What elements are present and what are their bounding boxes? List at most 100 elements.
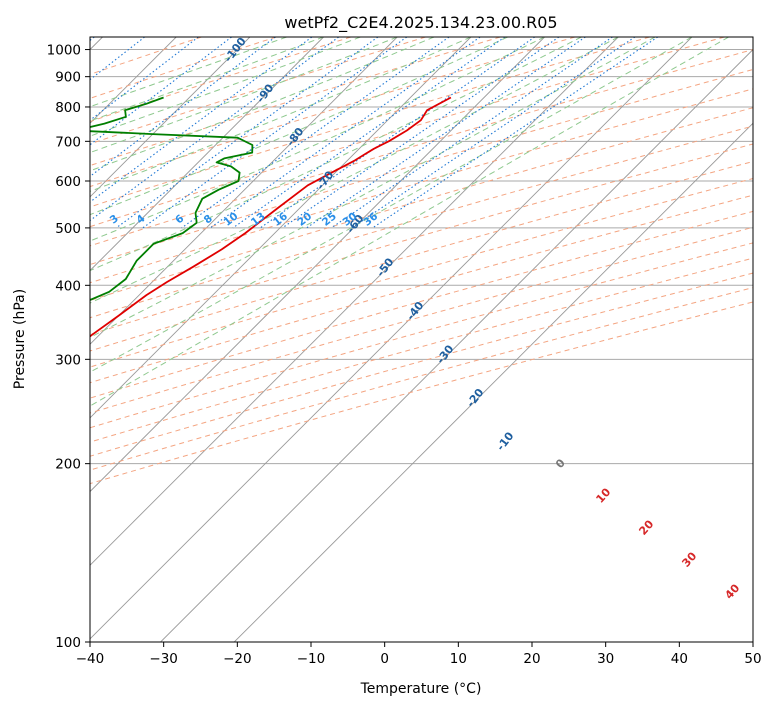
dry-adiabat-line xyxy=(90,257,753,443)
mixing-ratio-label: 6 xyxy=(173,213,186,227)
x-tick-label: −20 xyxy=(223,651,252,667)
moist-adiabat-line xyxy=(90,37,729,407)
y-tick-label: 900 xyxy=(55,70,81,86)
mixing-ratio-line xyxy=(90,37,276,178)
dry-adiabat-line xyxy=(90,88,753,284)
mixing-ratio-line xyxy=(181,37,450,229)
x-tick-label: 30 xyxy=(597,651,614,667)
dry-adiabat-label: -20 xyxy=(464,386,487,410)
mixing-ratio-line xyxy=(232,37,506,229)
temperature-profile-line xyxy=(90,96,452,338)
y-tick-label: 100 xyxy=(55,635,81,651)
moist-adiabat-label: 0 xyxy=(553,456,568,471)
mixing-ratio-label: 3 xyxy=(108,213,121,227)
mixing-ratio-line xyxy=(90,37,339,222)
moist-adiabat-line xyxy=(90,37,361,137)
isotherm-line xyxy=(90,37,619,566)
mixing-ratio-line xyxy=(90,37,313,203)
moist-adiabat-line xyxy=(90,37,508,216)
y-tick-label: 1000 xyxy=(47,43,81,59)
dry-adiabat-line xyxy=(90,37,501,167)
dry-adiabat-line xyxy=(90,160,753,352)
x-tick-label: 50 xyxy=(744,651,761,667)
x-tick-label: 40 xyxy=(671,651,688,667)
dry-adiabat-label: -30 xyxy=(434,342,457,366)
x-tick-label: 20 xyxy=(523,651,540,667)
y-tick-label: 200 xyxy=(55,457,81,473)
mixing-ratio-label: 16 xyxy=(271,210,290,228)
dry-adiabat-line xyxy=(90,49,753,247)
x-tick-label: −30 xyxy=(149,651,178,667)
mixing-ratio-label: 1 xyxy=(13,213,26,227)
moist-adiabat-label: 40 xyxy=(722,581,742,601)
moist-adiabat-line xyxy=(90,37,435,172)
dry-adiabat-line xyxy=(90,287,753,471)
mixing-ratio-line xyxy=(372,37,659,229)
y-tick-label: 400 xyxy=(55,278,81,294)
mixing-ratio-line xyxy=(209,37,481,229)
y-tick-label: 600 xyxy=(55,174,81,190)
dewpoint-profile-line xyxy=(90,96,254,301)
dry-adiabat-line xyxy=(90,177,753,368)
mixing-ratio-line xyxy=(115,37,379,229)
moist-adiabat-label: 10 xyxy=(593,485,613,505)
moist-adiabat-line xyxy=(90,37,545,242)
dry-adiabat-line xyxy=(90,37,426,145)
dry-adiabat-line xyxy=(90,242,753,429)
moist-adiabat-label: 20 xyxy=(636,517,656,537)
moist-adiabat-label: 30 xyxy=(679,549,699,569)
dry-adiabat-line xyxy=(90,143,753,336)
mixing-ratio-line xyxy=(306,37,586,229)
y-axis-label: Pressure (hPa) xyxy=(12,289,28,389)
dry-adiabat-label: -50 xyxy=(374,255,397,279)
y-tick-label: 700 xyxy=(55,134,81,150)
dry-adiabat-line xyxy=(90,37,725,228)
x-tick-label: −10 xyxy=(297,651,326,667)
moist-adiabat-line xyxy=(90,37,656,338)
mixing-ratio-line xyxy=(90,37,199,121)
isotherm-line xyxy=(90,37,251,198)
plot-frame xyxy=(89,36,754,643)
isotherm-line xyxy=(90,37,693,640)
mixing-ratio-label: 10 xyxy=(222,210,241,228)
moist-adiabat-line xyxy=(90,37,582,272)
dry-adiabat-line xyxy=(90,107,753,301)
mixing-ratio-line xyxy=(351,37,636,229)
mixing-ratio-label: 20 xyxy=(295,210,314,228)
dry-adiabat-line xyxy=(90,37,277,99)
mixing-ratio-label: 8 xyxy=(202,213,215,227)
isotherm-line xyxy=(90,37,472,419)
mixing-ratio-line xyxy=(282,37,560,229)
x-tick-label: −40 xyxy=(76,651,105,667)
dry-adiabat-line xyxy=(90,194,753,384)
moist-adiabat-line xyxy=(90,37,472,192)
moist-adiabat-line xyxy=(90,37,693,373)
chart-title: wetPf2_C2E4.2025.134.23.00.R05 xyxy=(284,13,557,33)
dry-adiabat-line xyxy=(90,37,351,123)
dry-adiabat-line xyxy=(90,226,753,414)
isotherm-line xyxy=(90,37,324,272)
x-tick-label: 0 xyxy=(380,651,389,667)
x-axis-label: Temperature (°C) xyxy=(360,681,482,697)
dry-adiabat-line xyxy=(90,272,753,457)
y-tick-label: 800 xyxy=(55,100,81,116)
dry-adiabat-label: -10 xyxy=(494,429,517,453)
dry-adiabat-label: -40 xyxy=(404,299,427,323)
dry-adiabat-line xyxy=(90,37,202,75)
isotherm-line xyxy=(160,48,753,642)
isotherm-line xyxy=(233,122,753,642)
mixing-ratio-label: 25 xyxy=(320,210,339,228)
isotherm-line xyxy=(90,37,398,345)
dry-adiabat-line xyxy=(90,301,753,485)
moist-adiabat-line xyxy=(90,37,619,304)
x-tick-label: 10 xyxy=(450,651,467,667)
mixing-ratio-line xyxy=(90,37,95,42)
mixing-ratio-line xyxy=(90,37,232,146)
dry-adiabat-line xyxy=(90,68,753,266)
y-tick-label: 300 xyxy=(55,352,81,368)
mixing-ratio-line xyxy=(330,37,613,229)
y-tick-label: 500 xyxy=(55,221,81,237)
dry-adiabat-line xyxy=(90,37,576,188)
